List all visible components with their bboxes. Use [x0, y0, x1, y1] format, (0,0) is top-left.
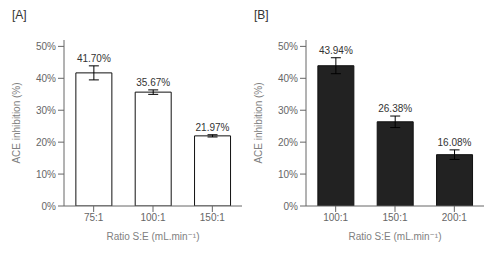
- svg-text:21.97%: 21.97%: [196, 122, 230, 133]
- svg-text:200:1: 200:1: [442, 212, 467, 223]
- svg-text:30%: 30%: [278, 105, 298, 116]
- svg-text:150:1: 150:1: [200, 212, 225, 223]
- svg-text:35.67%: 35.67%: [136, 77, 170, 88]
- svg-text:30%: 30%: [36, 105, 56, 116]
- svg-text:16.08%: 16.08%: [438, 137, 472, 148]
- svg-text:50%: 50%: [36, 41, 56, 52]
- svg-text:43.94%: 43.94%: [319, 45, 353, 56]
- svg-text:100:1: 100:1: [140, 212, 165, 223]
- html-text:[B]: [B]: [254, 8, 269, 22]
- svg-text:20%: 20%: [36, 137, 56, 148]
- svg-text:ACE inhibition (%): ACE inhibition (%): [11, 82, 22, 163]
- svg-text:0%: 0%: [42, 201, 57, 212]
- svg-text:10%: 10%: [36, 169, 56, 180]
- svg-text:Ratio S:E (mL.min⁻¹): Ratio S:E (mL.min⁻¹): [348, 231, 441, 242]
- svg-text:150:1: 150:1: [382, 212, 407, 223]
- svg-text:75:1: 75:1: [84, 212, 104, 223]
- svg-text:50%: 50%: [278, 41, 298, 52]
- html-text:[A]: [A]: [12, 8, 27, 22]
- svg-text:40%: 40%: [36, 73, 56, 84]
- svg-text:20%: 20%: [278, 137, 298, 148]
- svg-text:0%: 0%: [284, 201, 299, 212]
- svg-text:41.70%: 41.70%: [77, 53, 111, 64]
- svg-text:10%: 10%: [278, 169, 298, 180]
- svg-text:ACE inhibition (%): ACE inhibition (%): [253, 82, 264, 163]
- svg-text:40%: 40%: [278, 73, 298, 84]
- svg-text:26.38%: 26.38%: [378, 103, 412, 114]
- svg-text:100:1: 100:1: [323, 212, 348, 223]
- svg-text:Ratio S:E (mL.min⁻¹): Ratio S:E (mL.min⁻¹): [106, 231, 199, 242]
